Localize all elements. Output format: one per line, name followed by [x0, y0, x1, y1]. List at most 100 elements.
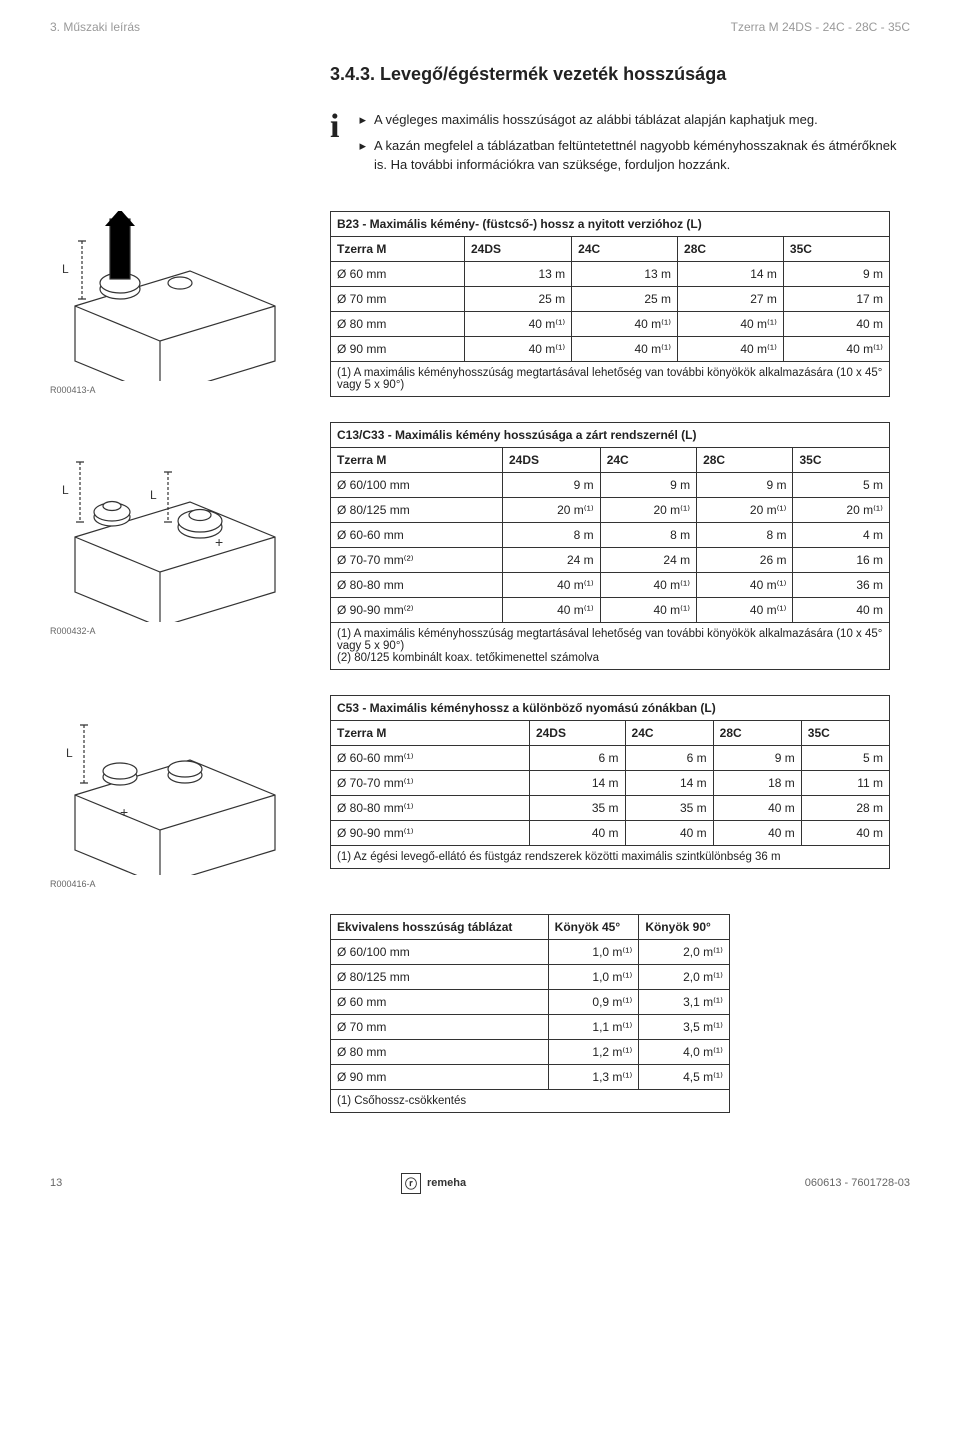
cell: 16 m	[793, 547, 890, 572]
cell: 20 m⁽¹⁾	[600, 497, 696, 522]
svg-text:L: L	[62, 262, 69, 276]
cell: 35 m	[529, 795, 625, 820]
col-head: Tzerra M	[331, 720, 530, 745]
section-title: 3.4.3. Levegő/égéstermék vezeték hosszús…	[330, 64, 910, 85]
table-ekv: Ekvivalens hosszúság táblázat Könyök 45°…	[330, 914, 730, 1113]
diagram-label: R000432-A	[50, 626, 310, 636]
cell: 1,2 m⁽¹⁾	[548, 1039, 639, 1064]
table-title: C53 - Maximális kéményhossz a különböző …	[331, 695, 890, 720]
table-title: B23 - Maximális kémény- (füstcső-) hossz…	[331, 211, 890, 236]
diagram-c13: L L + R000432-A	[50, 422, 310, 636]
doc-number: 060613 - 7601728-03	[805, 1177, 910, 1189]
col-head: Ekvivalens hosszúság táblázat	[331, 914, 549, 939]
header-right: Tzerra M 24DS - 24C - 28C - 35C	[731, 20, 910, 34]
cell: Ø 60 mm	[331, 989, 549, 1014]
cell: 35 m	[625, 795, 713, 820]
info-block: i ▸A végleges maximális hosszúságot az a…	[330, 110, 910, 181]
cell: Ø 60-60 mm⁽¹⁾	[331, 745, 530, 770]
svg-text:+: +	[215, 534, 223, 550]
cell: 13 m	[572, 261, 678, 286]
table-c53: C53 - Maximális kéményhossz a különböző …	[330, 695, 890, 869]
cell: 40 m⁽¹⁾	[465, 311, 572, 336]
cell: 9 m	[713, 745, 801, 770]
cell: 5 m	[793, 472, 890, 497]
cell: Ø 80/125 mm	[331, 964, 549, 989]
cell: 40 m⁽¹⁾	[678, 336, 784, 361]
cell: 40 m⁽¹⁾	[678, 311, 784, 336]
info-item: A végleges maximális hosszúságot az aláb…	[374, 110, 818, 130]
cell: Ø 70 mm	[331, 1014, 549, 1039]
cell: 4 m	[793, 522, 890, 547]
svg-text:L: L	[66, 746, 73, 760]
info-item: A kazán megfelel a táblázatban feltüntet…	[374, 136, 910, 175]
col-head: 35C	[793, 447, 890, 472]
cell: 17 m	[783, 286, 889, 311]
table-note: (1) A maximális kéményhosszúság megtartá…	[331, 361, 890, 396]
cell: Ø 80 mm	[331, 311, 465, 336]
cell: 40 m⁽¹⁾	[503, 597, 601, 622]
col-head: 28C	[713, 720, 801, 745]
table-title: C13/C33 - Maximális kémény hosszúsága a …	[331, 422, 890, 447]
table-note: (1) A maximális kéményhosszúság megtartá…	[331, 622, 890, 669]
brand-logo: ⓡ remeha	[401, 1173, 466, 1194]
cell: Ø 60 mm	[331, 261, 465, 286]
cell: Ø 90-90 mm⁽²⁾	[331, 597, 503, 622]
svg-text:L: L	[150, 488, 157, 502]
cell: 40 m	[783, 311, 889, 336]
table-b23: B23 - Maximális kémény- (füstcső-) hossz…	[330, 211, 890, 397]
cell: 5 m	[801, 745, 889, 770]
cell: 20 m⁽¹⁾	[697, 497, 793, 522]
cell: Ø 60/100 mm	[331, 939, 549, 964]
cell: 2,0 m⁽¹⁾	[639, 939, 730, 964]
cell: 40 m⁽¹⁾	[783, 336, 889, 361]
cell: Ø 70 mm	[331, 286, 465, 311]
col-head: Tzerra M	[331, 447, 503, 472]
col-head: 24C	[625, 720, 713, 745]
cell: 9 m	[503, 472, 601, 497]
cell: 6 m	[625, 745, 713, 770]
col-head: Tzerra M	[331, 236, 465, 261]
cell: 9 m	[600, 472, 696, 497]
cell: Ø 60/100 mm	[331, 472, 503, 497]
cell: Ø 80-80 mm	[331, 572, 503, 597]
cell: 40 m⁽¹⁾	[600, 597, 696, 622]
col-head: 24DS	[503, 447, 601, 472]
info-list: ▸ A végleges maximális hosszúságot az alá…	[359, 110, 910, 181]
cell: 14 m	[529, 770, 625, 795]
cell: 8 m	[503, 522, 601, 547]
cell: 20 m⁽¹⁾	[503, 497, 601, 522]
svg-text:L: L	[62, 483, 69, 497]
col-head: 24DS	[529, 720, 625, 745]
cell: 9 m	[697, 472, 793, 497]
cell: 40 m	[529, 820, 625, 845]
cell: 13 m	[465, 261, 572, 286]
col-head: 24C	[600, 447, 696, 472]
cell: Ø 80/125 mm	[331, 497, 503, 522]
diagram-b23: L R000413-A	[50, 211, 310, 395]
cell: Ø 90 mm	[331, 1064, 549, 1089]
cell: 1,1 m⁽¹⁾	[548, 1014, 639, 1039]
logo-icon: ⓡ	[401, 1173, 421, 1194]
cell: 26 m	[697, 547, 793, 572]
cell: 20 m⁽¹⁾	[793, 497, 890, 522]
cell: 28 m	[801, 795, 889, 820]
cell: 40 m	[793, 597, 890, 622]
logo-text: remeha	[427, 1177, 466, 1189]
col-head: 35C	[801, 720, 889, 745]
cell: 40 m⁽¹⁾	[572, 336, 678, 361]
cell: 8 m	[600, 522, 696, 547]
table-note: (1) Az égési levegő-ellátó és füstgáz re…	[331, 845, 890, 868]
cell: 36 m	[793, 572, 890, 597]
page-header: 3. Műszaki leírás Tzerra M 24DS - 24C - …	[50, 20, 910, 34]
cell: 1,0 m⁽¹⁾	[548, 939, 639, 964]
svg-text:+: +	[120, 804, 128, 820]
arrow-icon: ▸	[359, 110, 366, 130]
cell: 27 m	[678, 286, 784, 311]
cell: 18 m	[713, 770, 801, 795]
cell: 40 m⁽¹⁾	[503, 572, 601, 597]
page-number: 13	[50, 1177, 62, 1189]
page-footer: 13 ⓡ remeha 060613 - 7601728-03	[0, 1173, 960, 1214]
header-left: 3. Műszaki leírás	[50, 20, 140, 34]
table-c13: C13/C33 - Maximális kémény hosszúsága a …	[330, 422, 890, 670]
col-head: 28C	[678, 236, 784, 261]
